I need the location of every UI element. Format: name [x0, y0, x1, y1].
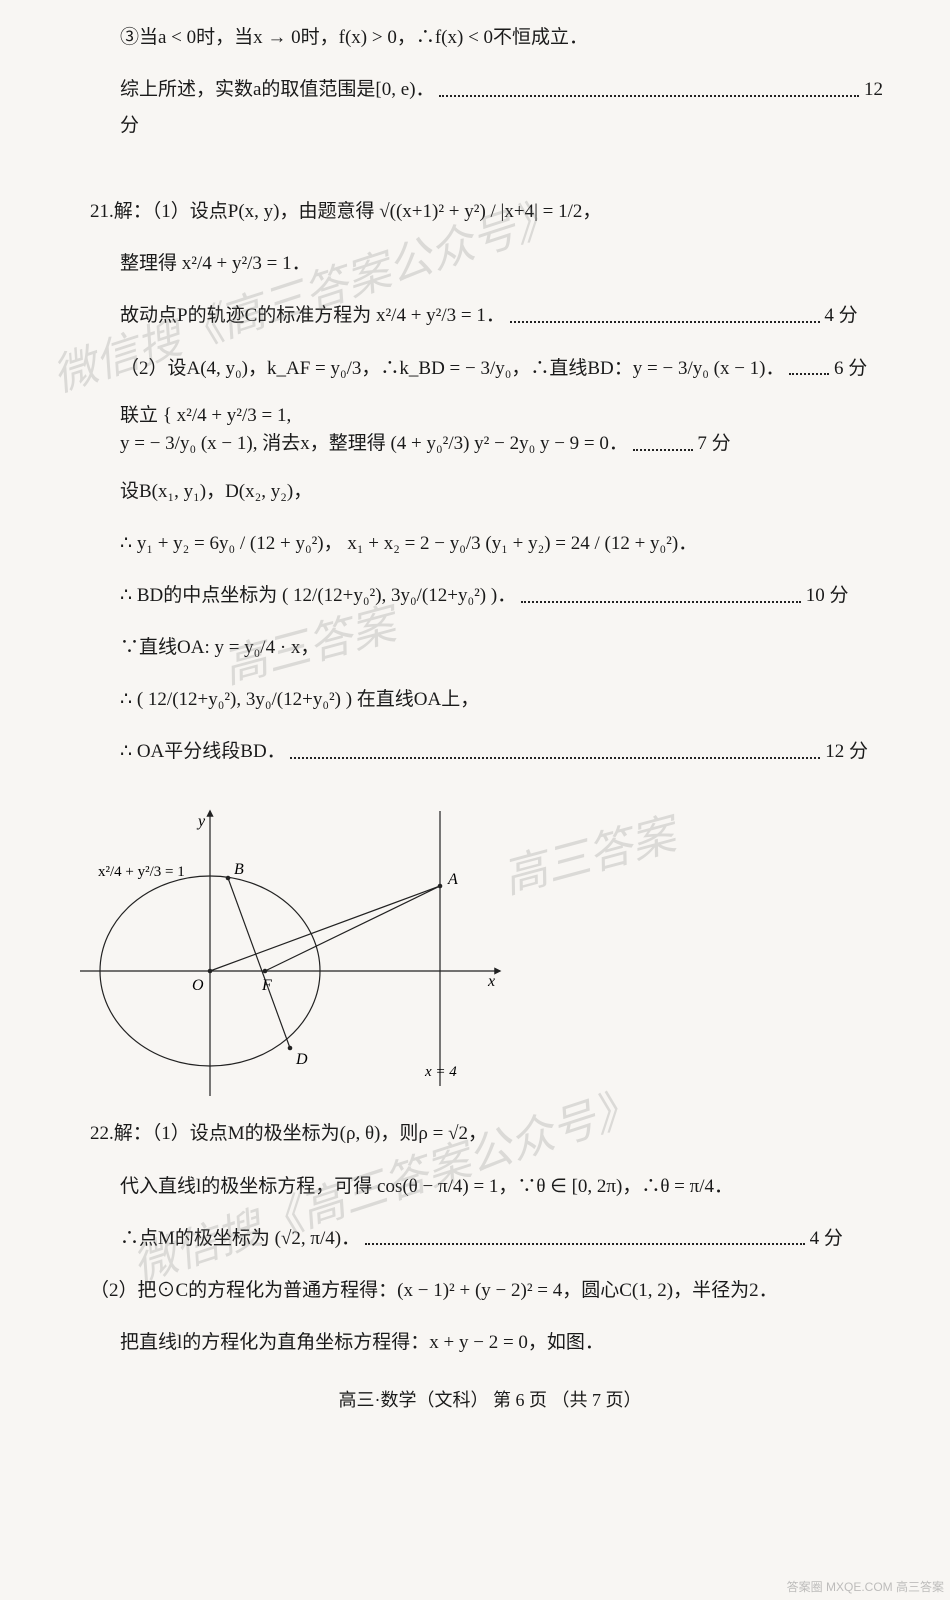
- svg-text:y: y: [196, 813, 206, 830]
- svg-text:F: F: [261, 977, 272, 994]
- problem-22: 22.解：（1）设点M的极坐标为(ρ, θ)，则ρ = √2，: [90, 1116, 890, 1152]
- step-line: ∴ y₁ + y₂ = 6y₀ / (12 + y₀²)， x₁ + x₂ = …: [90, 526, 890, 562]
- step-line: 联立 { x²/4 + y²/3 = 1,: [90, 403, 890, 430]
- leader-dots: [521, 590, 801, 602]
- text: 设B(x₁, y₁)，D(x₂, y₂)，: [120, 481, 312, 502]
- text: ∵直线OA: y = y₀/4 · x，: [120, 637, 319, 658]
- leader-dots: [290, 747, 820, 759]
- text: ∴ ( 12/(12+y₀²), 3y₀/(12+y₀²) ) 在直线OA上，: [120, 689, 479, 710]
- corner-text: 答案圈 MXQE.COM 高三答案: [787, 1580, 944, 1594]
- leader-dots: [510, 311, 820, 323]
- step-line: ∴点M的极坐标为 (√2, π/4)． 4 分: [90, 1221, 890, 1257]
- step-line: ∵直线OA: y = y₀/4 · x，: [90, 630, 890, 666]
- step-line: y = − 3/y₀ (x − 1), 消去x，整理得 (4 + y₀²/3) …: [90, 431, 890, 458]
- footer-text: 高三·数学（文科） 第 6 页 （共 7 页）: [339, 1390, 642, 1410]
- step-line: ∴ OA平分线段BD． 12 分: [90, 734, 890, 770]
- text: 故动点P的轨迹C的标准方程为 x²/4 + y²/3 = 1．: [120, 305, 505, 326]
- text: 把直线l的方程化为直角坐标方程得：x + y − 2 = 0，如图．: [120, 1332, 604, 1353]
- step-line: 把直线l的方程化为直角坐标方程得：x + y − 2 = 0，如图．: [90, 1325, 890, 1361]
- step-line: （2）设A(4, y₀)，k_AF = y₀/3，∴k_BD = − 3/y₀，…: [90, 351, 890, 387]
- score: 12 分: [825, 741, 868, 762]
- score: 4 分: [810, 1228, 843, 1249]
- leader-dots: [439, 85, 859, 97]
- leader-dots: [365, 1233, 805, 1245]
- problem-21: 21.解：（1）设点P(x, y)，由题意得 √((x+1)² + y²) / …: [90, 194, 890, 230]
- step-line: 代入直线l的极坐标方程，可得 cos(θ − π/4) = 1，∵θ ∈ [0,…: [90, 1169, 890, 1205]
- text: 整理得 x²/4 + y²/3 = 1．: [120, 253, 311, 274]
- text: （2）设A(4, y₀)，k_AF = y₀/3，∴k_BD = − 3/y₀，…: [120, 358, 784, 379]
- step-line: ∴ ( 12/(12+y₀²), 3y₀/(12+y₀²) ) 在直线OA上，: [90, 682, 890, 718]
- score: 4 分: [824, 305, 857, 326]
- svg-text:x: x: [487, 973, 495, 990]
- page-footer: 高三·数学（文科） 第 6 页 （共 7 页）: [90, 1383, 890, 1417]
- step-line: 整理得 x²/4 + y²/3 = 1．: [90, 246, 890, 282]
- text: 综上所述，实数a的取值范围是[0, e)．: [120, 79, 435, 100]
- ellipse-diagram: x y x²/4 + y²/3 = 1 x = 4 O F A B D: [80, 786, 510, 1106]
- text: （2）把⊙C的方程化为普通方程得：(x − 1)² + (y − 2)² = 4…: [90, 1280, 778, 1301]
- text: ∴ BD的中点坐标为 ( 12/(12+y₀²), 3y₀/(12+y₀²) )…: [120, 585, 516, 606]
- svg-text:B: B: [234, 861, 244, 878]
- text: ③当a < 0时，当x → 0时，f(x) > 0，∴f(x) < 0不恒成立．: [120, 27, 588, 48]
- step-line: ∴ BD的中点坐标为 ( 12/(12+y₀²), 3y₀/(12+y₀²) )…: [90, 578, 890, 614]
- leader-dots: [789, 363, 829, 375]
- svg-text:x²/4 + y²/3 = 1: x²/4 + y²/3 = 1: [98, 864, 185, 880]
- score: 6 分: [834, 358, 867, 379]
- step-line: 设B(x₁, y₁)，D(x₂, y₂)，: [90, 474, 890, 510]
- svg-text:D: D: [295, 1051, 308, 1068]
- text: ∴ OA平分线段BD．: [120, 741, 286, 762]
- text: 21.解：（1）设点P(x, y)，由题意得 √((x+1)² + y²) / …: [90, 201, 601, 222]
- step-line: （2）把⊙C的方程化为普通方程得：(x − 1)² + (y − 2)² = 4…: [90, 1273, 890, 1309]
- step-line: 综上所述，实数a的取值范围是[0, e)． 12 分: [90, 72, 890, 144]
- svg-text:A: A: [447, 871, 458, 888]
- text: ∴ y₁ + y₂ = 6y₀ / (12 + y₀²)， x₁ + x₂ = …: [120, 533, 697, 554]
- svg-text:x = 4: x = 4: [424, 1064, 457, 1080]
- leader-dots: [633, 439, 693, 451]
- text: 联立 { x²/4 + y²/3 = 1,: [120, 405, 291, 426]
- corner-watermark: 答案圈 MXQE.COM 高三答案: [787, 1578, 944, 1595]
- text: y = − 3/y₀ (x − 1), 消去x，整理得 (4 + y₀²/3) …: [120, 433, 628, 454]
- score: 7 分: [697, 433, 730, 454]
- step-line: ③当a < 0时，当x → 0时，f(x) > 0，∴f(x) < 0不恒成立．: [90, 20, 890, 56]
- text: 代入直线l的极坐标方程，可得 cos(θ − π/4) = 1，∵θ ∈ [0,…: [120, 1176, 733, 1197]
- svg-text:O: O: [192, 977, 204, 994]
- score: 10 分: [806, 585, 849, 606]
- text: 22.解：（1）设点M的极坐标为(ρ, θ)，则ρ = √2，: [90, 1123, 487, 1144]
- text: ∴点M的极坐标为 (√2, π/4)．: [120, 1228, 360, 1249]
- step-line: 故动点P的轨迹C的标准方程为 x²/4 + y²/3 = 1． 4 分: [90, 298, 890, 334]
